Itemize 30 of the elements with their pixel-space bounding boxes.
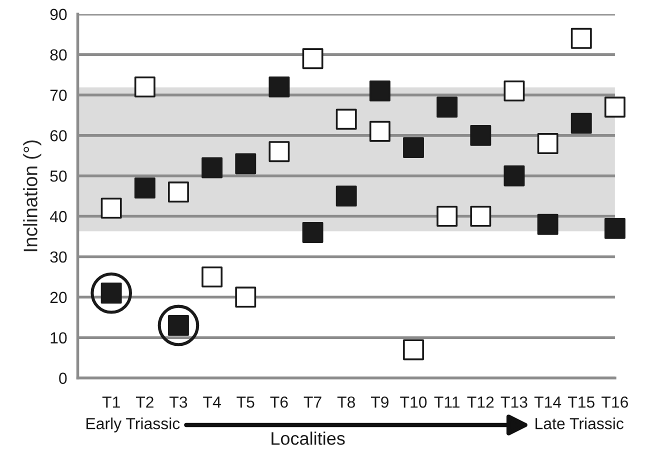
x-tick-label: T14 xyxy=(534,396,562,408)
x-tick-label: T5 xyxy=(236,396,254,408)
x-tick-label: T9 xyxy=(370,396,388,408)
x-tick-label: T13 xyxy=(500,396,528,408)
y-tick-label: 0 xyxy=(59,372,67,384)
y-tick-label: 90 xyxy=(50,8,67,20)
y-axis-title: Inclination (°) xyxy=(23,140,42,252)
x-tick-label: T1 xyxy=(102,396,120,408)
y-tick-label: 50 xyxy=(50,170,67,182)
y-tick-label: 40 xyxy=(50,210,67,222)
text: Late Triassic xyxy=(536,418,624,430)
x-tick-label: T16 xyxy=(602,396,628,408)
x-tick-label: T8 xyxy=(337,396,355,408)
x-axis-title: Localities xyxy=(272,432,345,445)
x-tick-label: T6 xyxy=(270,396,288,408)
x-tick-label: T15 xyxy=(568,396,594,408)
x-tick-label: T4 xyxy=(203,396,221,408)
x-tick-label: T2 xyxy=(136,396,154,408)
text: Early Triassic xyxy=(86,418,180,432)
y-tick-label: 80 xyxy=(50,49,67,61)
x-tick-label: T12 xyxy=(467,396,494,408)
x-tick-label: T7 xyxy=(304,396,322,408)
y-tick-label: 10 xyxy=(50,332,67,344)
x-tick-label: T10 xyxy=(400,396,427,408)
y-tick-label: 60 xyxy=(50,130,67,142)
y-tick-label: 70 xyxy=(50,90,67,101)
x-tick-label: T11 xyxy=(434,396,460,408)
y-tick-label: 20 xyxy=(50,292,67,304)
y-tick-label: 30 xyxy=(50,251,67,263)
x-tick-label: T3 xyxy=(170,396,188,408)
